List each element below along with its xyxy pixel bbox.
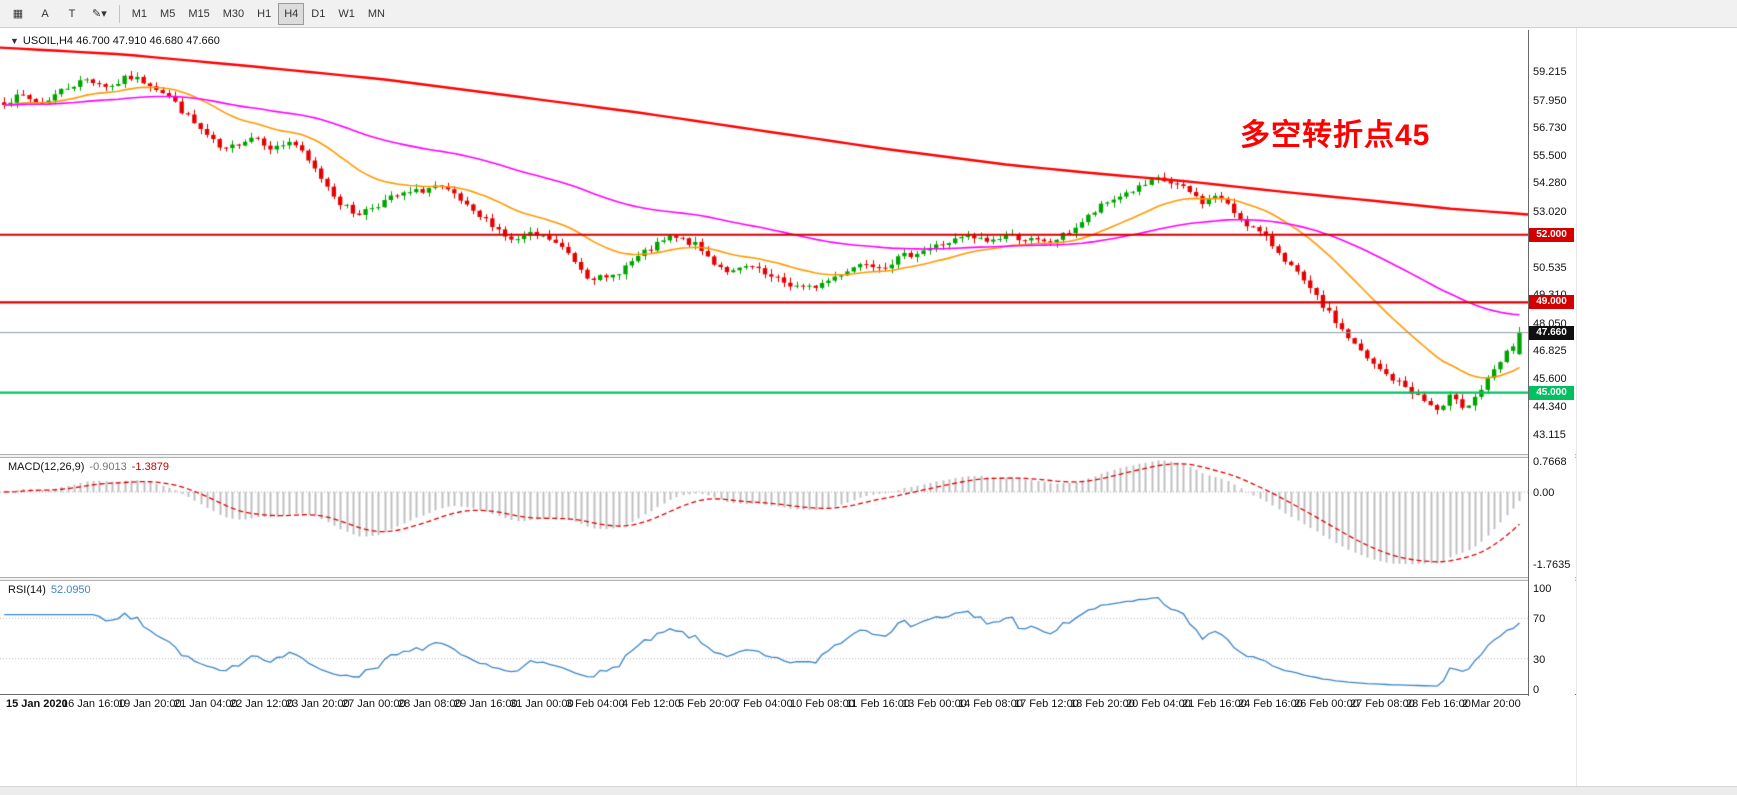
price-axis-label: 53.020 bbox=[1533, 205, 1567, 218]
macd-axis-label: 0.7668 bbox=[1533, 455, 1567, 468]
price-axis-label: 59.215 bbox=[1533, 66, 1567, 79]
price-axis-label: 46.825 bbox=[1533, 345, 1567, 358]
price-axis-label: 56.730 bbox=[1533, 122, 1567, 135]
symbol-label: ▼ USOIL,H4 46.700 47.910 46.680 47.660 bbox=[10, 35, 220, 47]
time-axis-label: 15 Jan 2020 bbox=[6, 698, 68, 710]
price-axis-label: 54.280 bbox=[1533, 177, 1567, 190]
time-axis-label: 18 Feb 20:00 bbox=[1070, 698, 1135, 710]
axis-frame-line bbox=[1528, 30, 1529, 712]
time-axis-label: 23 Jan 20:00 bbox=[286, 698, 350, 710]
price-axis[interactable]: 59.21557.95056.73055.50054.28053.02051.7… bbox=[1529, 30, 1575, 712]
time-axis-label: 7 Feb 04:00 bbox=[734, 698, 793, 710]
toolbar: ▦ A T ✎▾ M1 M5 M15 M30 H1 H4 D1 W1 MN bbox=[0, 0, 1737, 28]
macd-canvas[interactable] bbox=[0, 458, 1528, 577]
time-axis-label: 29 Jan 16:00 bbox=[454, 698, 518, 710]
panel-splitter[interactable] bbox=[0, 454, 1576, 458]
time-axis-label: 27 Feb 08:00 bbox=[1350, 698, 1415, 710]
rsi-axis-label: 30 bbox=[1533, 653, 1546, 666]
price-axis-label: 57.950 bbox=[1533, 94, 1567, 107]
drawing-tools-dropdown-icon[interactable]: ✎▾ bbox=[92, 8, 107, 20]
macd-value-signal: -1.3879 bbox=[131, 461, 170, 473]
macd-axis-label: 0.00 bbox=[1533, 487, 1555, 499]
timeframe-m1[interactable]: M1 bbox=[131, 7, 148, 20]
chart-annotation: 多空转折点45 bbox=[1240, 119, 1431, 152]
time-axis-label: 24 Feb 16:00 bbox=[1238, 698, 1303, 710]
price-level-badge: 52.000 bbox=[1529, 227, 1574, 242]
time-axis-label: 19 Jan 20:00 bbox=[118, 698, 182, 710]
macd-label: MACD(12,26,9) -0.9013 -1.3879 bbox=[8, 461, 174, 473]
time-axis-label: 10 Feb 08:00 bbox=[790, 698, 855, 710]
time-axis-label: 27 Jan 00:00 bbox=[342, 698, 406, 710]
timeframe-m30[interactable]: M30 bbox=[222, 7, 245, 20]
text-tool-icon[interactable]: T bbox=[68, 7, 76, 20]
time-frame-line bbox=[0, 694, 1576, 695]
annotate-a-icon[interactable]: A bbox=[41, 7, 49, 20]
chart-grid-icon[interactable]: ▦ bbox=[12, 8, 24, 20]
toolbar-separator bbox=[118, 4, 120, 23]
time-axis-label: 31 Jan 00:00 bbox=[510, 698, 574, 710]
timeframe-group: M1 M5 M15 M30 H1 H4 D1 W1 MN bbox=[126, 2, 391, 25]
time-axis-label: 2 Mar 20:00 bbox=[1462, 698, 1521, 710]
price-level-badge: 49.000 bbox=[1529, 295, 1574, 310]
price-axis-label: 55.500 bbox=[1533, 149, 1567, 162]
macd-axis-label: -1.7635 bbox=[1533, 559, 1571, 572]
time-axis-label: 14 Feb 08:00 bbox=[958, 698, 1023, 710]
rsi-canvas[interactable] bbox=[0, 581, 1528, 694]
time-axis-label: 5 Feb 20:00 bbox=[678, 698, 737, 710]
timeframe-m15[interactable]: M15 bbox=[188, 7, 210, 20]
time-axis-label: 20 Feb 04:00 bbox=[1126, 698, 1191, 710]
symbol-ohlc-text: USOIL,H4 46.700 47.910 46.680 47.660 bbox=[22, 35, 220, 47]
price-axis-label: 44.340 bbox=[1533, 401, 1567, 414]
timeframe-h4[interactable]: H4 bbox=[278, 2, 305, 25]
time-axis-label: 26 Feb 00:00 bbox=[1294, 698, 1359, 710]
rsi-axis-label: 100 bbox=[1533, 583, 1552, 595]
time-axis[interactable]: 15 Jan 2020 16 Jan 16:00 19 Jan 20:00 21 Ja… bbox=[0, 696, 1576, 713]
chart-dropdown-caret[interactable]: ▼ bbox=[10, 36, 19, 46]
rsi-name: RSI(14) bbox=[8, 584, 46, 596]
macd-value-main: -0.9013 bbox=[89, 461, 127, 473]
toolbar-icons: ▦ A T ✎▾ bbox=[5, 3, 113, 25]
rsi-label: RSI(14) 52.0950 bbox=[8, 584, 96, 596]
timeframe-w1[interactable]: W1 bbox=[338, 7, 355, 20]
time-axis-label: 3 Feb 04:00 bbox=[566, 698, 625, 710]
timeframe-d1[interactable]: D1 bbox=[311, 7, 326, 20]
price-chart-canvas[interactable] bbox=[0, 30, 1528, 454]
time-axis-label: 17 Feb 12:00 bbox=[1014, 698, 1079, 710]
time-axis-label: 21 Jan 04:00 bbox=[174, 698, 238, 710]
time-axis-label: 21 Feb 16:00 bbox=[1182, 698, 1247, 710]
empty-dock-area bbox=[1576, 28, 1737, 786]
macd-name: MACD(12,26,9) bbox=[8, 461, 85, 473]
time-axis-label: 28 Jan 08:00 bbox=[398, 698, 462, 710]
time-axis-label: 4 Feb 12:00 bbox=[622, 698, 681, 710]
price-axis-label: 50.535 bbox=[1533, 261, 1567, 274]
time-axis-label: 16 Jan 16:00 bbox=[62, 698, 126, 710]
rsi-axis-label: 70 bbox=[1533, 613, 1546, 626]
timeframe-m5[interactable]: M5 bbox=[160, 7, 176, 20]
price-level-badge: 45.000 bbox=[1529, 385, 1574, 400]
timeframe-mn[interactable]: MN bbox=[367, 7, 385, 20]
rsi-value: 52.0950 bbox=[50, 584, 91, 596]
price-axis-label: 43.115 bbox=[1533, 429, 1566, 442]
rsi-axis-label: 0 bbox=[1533, 684, 1540, 696]
time-axis-label: 13 Feb 00:00 bbox=[902, 698, 967, 710]
time-axis-label: 11 Feb 16:00 bbox=[846, 698, 911, 710]
price-level-badge: 47.660 bbox=[1529, 325, 1574, 340]
price-axis-label: 45.600 bbox=[1533, 373, 1567, 386]
time-axis-label: 28 Feb 16:00 bbox=[1406, 698, 1471, 710]
time-axis-label: 22 Jan 12:00 bbox=[230, 698, 294, 710]
timeframe-h1[interactable]: H1 bbox=[257, 7, 272, 20]
status-strip bbox=[0, 786, 1737, 795]
panel-splitter[interactable] bbox=[0, 577, 1576, 581]
